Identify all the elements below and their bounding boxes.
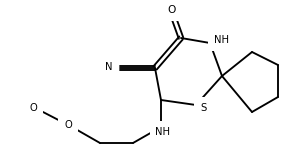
Text: N: N <box>106 62 113 72</box>
Text: S: S <box>200 103 206 113</box>
Text: O: O <box>29 103 37 113</box>
Text: NH: NH <box>156 127 170 137</box>
Text: O: O <box>168 5 176 15</box>
Text: NH: NH <box>214 35 229 45</box>
Text: O: O <box>64 120 72 130</box>
